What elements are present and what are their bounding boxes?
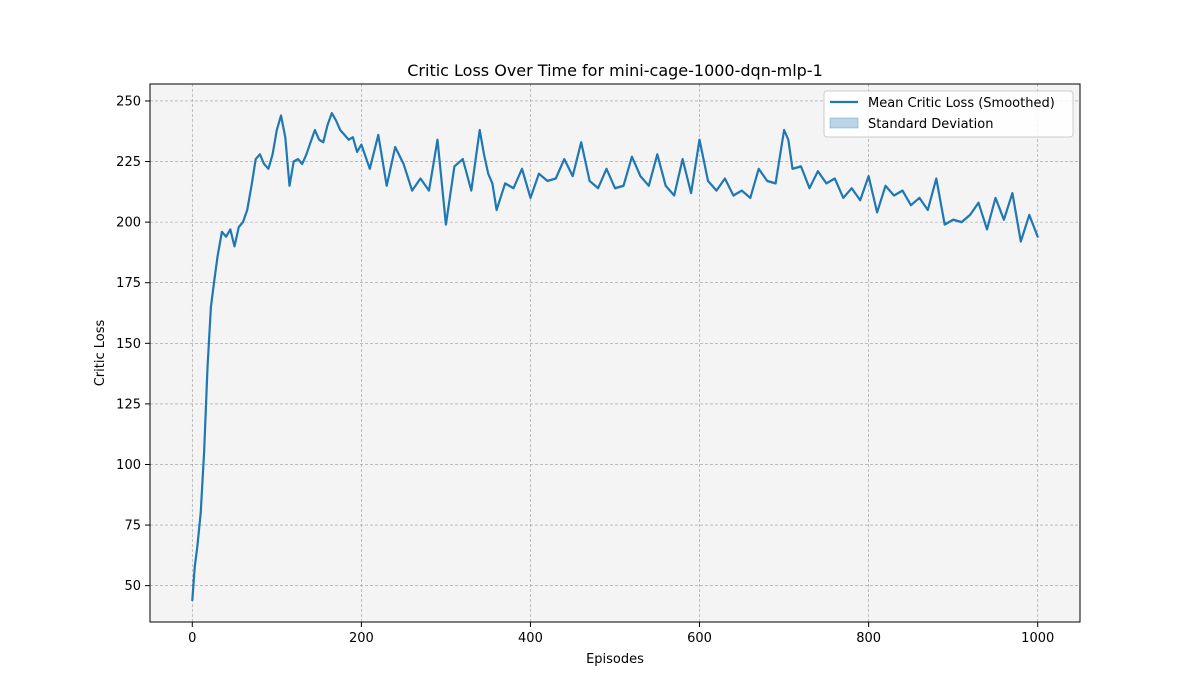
legend-box — [823, 90, 1074, 138]
x-tick-label: 400 — [518, 631, 543, 646]
plot-border — [149, 83, 1081, 623]
x-tick-label: 800 — [856, 631, 881, 646]
y-tick-label: 200 — [116, 216, 141, 231]
y-tick-label: 250 — [116, 94, 141, 109]
y-tick-label: 125 — [116, 397, 141, 412]
mean-critic-loss-line — [191, 112, 1039, 602]
y-tick-label: 50 — [124, 579, 141, 594]
y-tick-label: 75 — [124, 519, 141, 534]
plot-area — [150, 84, 1080, 622]
y-axis: 50 75 100 125 150 175 200 225 250 — [116, 94, 150, 594]
grid-layer — [150, 84, 1080, 622]
x-axis-label: Episodes — [586, 652, 644, 667]
y-tick-label: 225 — [116, 155, 141, 170]
legend-swatch-std — [829, 117, 859, 129]
y-tick-label: 150 — [116, 337, 141, 352]
legend-label-std: Standard Deviation — [868, 117, 993, 132]
x-tick-label: 600 — [687, 631, 712, 646]
chart-title: Critic Loss Over Time for mini-cage-1000… — [407, 61, 823, 80]
y-tick-label: 175 — [116, 276, 141, 291]
x-tick-label: 0 — [188, 631, 196, 646]
legend: Mean Critic Loss (Smoothed) Standard Dev… — [823, 90, 1074, 138]
legend-label-mean: Mean Critic Loss (Smoothed) — [868, 96, 1055, 111]
x-axis: 0 200 400 600 800 1000 — [188, 622, 1054, 646]
y-axis-label: Critic Loss — [93, 320, 108, 387]
x-tick-label: 200 — [349, 631, 374, 646]
y-tick-label: 100 — [116, 458, 141, 473]
x-tick-label: 1000 — [1021, 631, 1054, 646]
